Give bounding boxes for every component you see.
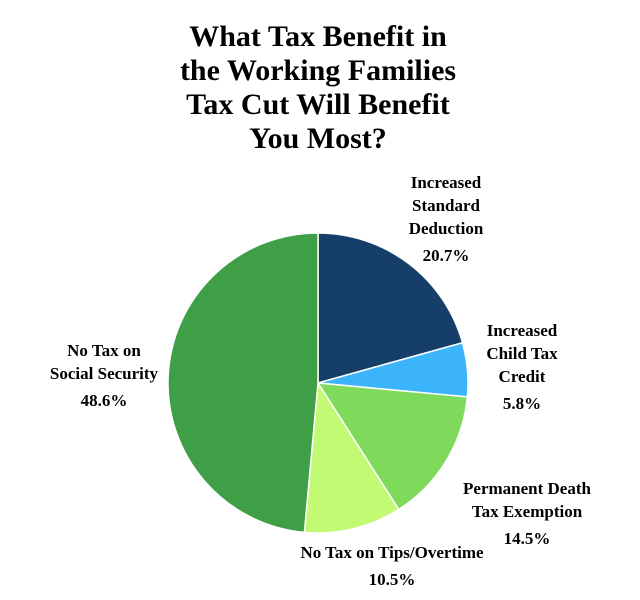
- slice-value-label-no-tax-on-social-security: 48.6%: [81, 391, 128, 410]
- slice-label-no-tax-on-tips-overtime-line-1: No Tax on Tips/Overtime: [300, 543, 484, 562]
- slice-label-permanent-death-tax-exemption-line-2: Tax Exemption: [472, 502, 583, 521]
- slice-label-no-tax-on-social-security-line-2: Social Security: [50, 364, 159, 383]
- slice-value-label-no-tax-on-tips-overtime: 10.5%: [369, 570, 416, 589]
- chart-title: What Tax Benefit in the Working Families…: [180, 20, 456, 155]
- pie-slices: [167, 232, 469, 534]
- slice-label-increased-standard-deduction-line-1: Increased: [411, 173, 482, 192]
- pie-slice-permanent-death-tax-exemption: [316, 382, 469, 511]
- chart-title-line-1: What Tax Benefit in: [189, 20, 447, 53]
- pie-slice-increased-standard-deduction: [317, 232, 464, 384]
- slice-labels: Increased Standard Deduction 20.7% Increased…: [50, 173, 592, 589]
- slice-label-increased-child-tax-credit-line-3: Credit: [499, 367, 546, 386]
- slice-label-increased-child-tax-credit-line-1: Increased: [487, 321, 558, 340]
- pie-slice-no-tax-on-tips-overtime: [303, 380, 400, 534]
- slice-label-permanent-death-tax-exemption-line-1: Permanent Death: [463, 479, 591, 498]
- chart-title-line-4: You Most?: [249, 122, 387, 155]
- slice-label-no-tax-on-social-security-line-1: No Tax on: [67, 341, 141, 360]
- chart-title-line-2: the Working Families: [180, 54, 456, 87]
- slice-label-increased-standard-deduction-line-3: Deduction: [409, 219, 484, 238]
- slice-value-label-permanent-death-tax-exemption: 14.5%: [504, 529, 551, 548]
- slice-value-label-increased-child-tax-credit: 5.8%: [503, 394, 541, 413]
- pie-slice-no-tax-on-social-security: [167, 232, 319, 534]
- slice-value-label-increased-standard-deduction: 20.7%: [423, 246, 470, 265]
- chart-title-line-3: Tax Cut Will Benefit: [186, 88, 450, 121]
- slice-label-increased-child-tax-credit-line-2: Child Tax: [486, 344, 558, 363]
- slice-label-increased-standard-deduction-line-2: Standard: [412, 196, 481, 215]
